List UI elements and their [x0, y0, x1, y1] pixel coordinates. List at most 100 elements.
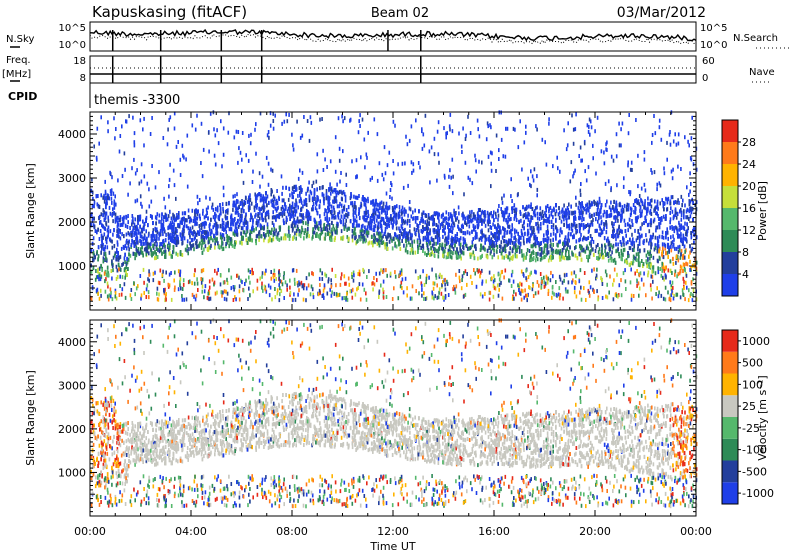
data-cell: [514, 213, 516, 218]
data-cell: [612, 258, 615, 263]
data-cell: [544, 255, 546, 259]
data-cell: [656, 247, 659, 252]
data-cell: [319, 186, 321, 191]
data-cell: [477, 214, 479, 219]
data-cell: [258, 237, 260, 242]
data-cell: [112, 232, 114, 237]
data-cell: [333, 210, 336, 215]
data-cell: [187, 215, 190, 219]
data-cell: [627, 222, 629, 227]
data-cell: [629, 225, 632, 230]
data-cell: [318, 221, 321, 226]
data-cell: [307, 227, 309, 231]
data-cell: [282, 218, 285, 223]
data-cell: [685, 232, 687, 237]
data-cell: [285, 233, 287, 238]
data-cell: [162, 232, 164, 237]
data-cell: [373, 238, 375, 243]
data-cell: [323, 201, 325, 206]
data-cell: [518, 240, 520, 245]
data-cell: [515, 218, 518, 222]
data-cell: [580, 232, 582, 237]
data-cell: [400, 211, 403, 216]
data-cell: [179, 220, 182, 225]
data-cell: [471, 209, 473, 214]
data-cell: [493, 248, 495, 253]
data-cell: [571, 228, 574, 233]
data-cell: [202, 234, 205, 239]
data-cell: [233, 245, 236, 249]
data-cell: [486, 248, 489, 253]
data-cell: [632, 261, 634, 266]
data-cell: [145, 241, 148, 246]
data-cell: [194, 222, 196, 227]
data-cell: [408, 236, 410, 241]
data-cell: [96, 202, 99, 207]
data-cell: [397, 215, 400, 220]
data-cell: [470, 245, 472, 250]
data-cell: [536, 226, 539, 231]
data-cell: [583, 217, 585, 222]
data-cell: [204, 230, 206, 235]
data-cell: [564, 253, 567, 257]
data-cell: [690, 248, 693, 253]
data-cell: [522, 221, 525, 226]
data-cell: [106, 258, 108, 263]
data-cell: [430, 237, 433, 242]
data-cell: [620, 208, 623, 213]
data-cell: [354, 210, 357, 215]
data-cell: [565, 241, 568, 246]
data-cell: [597, 202, 600, 207]
data-cell: [145, 248, 148, 253]
data-cell: [236, 207, 238, 212]
data-cell: [351, 238, 354, 243]
data-cell: [334, 230, 337, 235]
data-cell: [382, 201, 385, 206]
data-cell: [491, 240, 494, 244]
data-cell: [295, 187, 298, 192]
data-cell: [665, 214, 667, 219]
data-cell: [680, 252, 682, 257]
data-cell: [590, 220, 593, 225]
data-cell: [149, 244, 151, 249]
data-cell: [544, 237, 547, 242]
data-cell: [252, 220, 254, 225]
data-cell: [568, 224, 570, 228]
data-cell: [511, 223, 513, 228]
data-cell: [324, 236, 326, 241]
data-cell: [260, 193, 262, 198]
data-cell: [233, 229, 236, 234]
data-cell: [361, 197, 364, 202]
data-cell: [584, 249, 587, 254]
data-cell: [355, 195, 358, 200]
data-cell: [638, 238, 641, 243]
data-cell: [184, 211, 187, 216]
data-cell: [168, 234, 171, 239]
data-cell: [557, 250, 560, 255]
data-cell: [489, 241, 492, 246]
data-cell: [116, 268, 119, 273]
data-cell: [646, 223, 649, 228]
data-cell: [680, 194, 683, 199]
data-cell: [399, 241, 401, 246]
data-cell: [547, 230, 549, 235]
data-cell: [622, 236, 624, 241]
data-cell: [431, 216, 433, 221]
data-cell: [318, 233, 320, 238]
data-cell: [631, 232, 633, 237]
data-cell: [582, 237, 584, 242]
data-cell: [488, 234, 491, 239]
data-cell: [674, 213, 676, 217]
data-cell: [494, 235, 496, 240]
data-cell: [252, 218, 254, 223]
data-cell: [436, 237, 439, 242]
data-cell: [427, 226, 429, 231]
data-cell: [690, 231, 692, 235]
data-cell: [452, 226, 454, 231]
data-cell: [217, 244, 220, 249]
data-cell: [540, 222, 542, 226]
data-cell: [555, 236, 557, 241]
data-cell: [499, 225, 501, 230]
data-cell: [165, 232, 167, 237]
data-cell: [376, 218, 378, 223]
